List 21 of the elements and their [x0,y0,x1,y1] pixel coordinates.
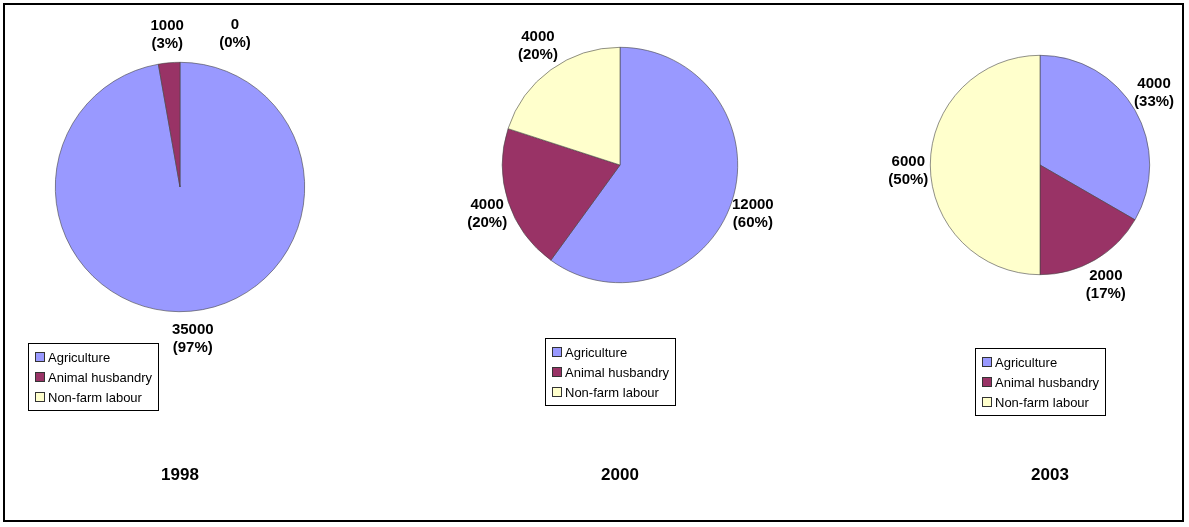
data-label: 4000 (33%) [1134,74,1175,110]
data-label: 35000 (97%) [171,320,214,356]
legend-label: Animal husbandry [564,363,670,382]
legend-label: Non-farm labour [994,393,1090,412]
text: 1998 [161,465,199,485]
text: 2003 [1031,465,1069,485]
legend-label: Agriculture [564,343,629,362]
data-label: 12000 (60%) [732,195,774,231]
data-label: 2000 (17%) [1085,266,1126,302]
legend-label: Agriculture [994,353,1059,372]
data-label: 6000 (50%) [888,152,929,188]
legend-label: Animal husbandry [994,373,1100,392]
data-label: 1000 (3%) [150,16,184,51]
data-label: 4000 (20%) [467,195,508,231]
legend-label: Non-farm labour [47,388,143,407]
text: 2000 [601,465,639,485]
data-label: 4000 (20%) [517,27,558,63]
legend-label: Non-farm labour [564,383,660,402]
legend-label: Animal husbandry [47,368,153,387]
legend-label: Agriculture [47,348,112,367]
text: 0 (0%) [219,15,251,51]
